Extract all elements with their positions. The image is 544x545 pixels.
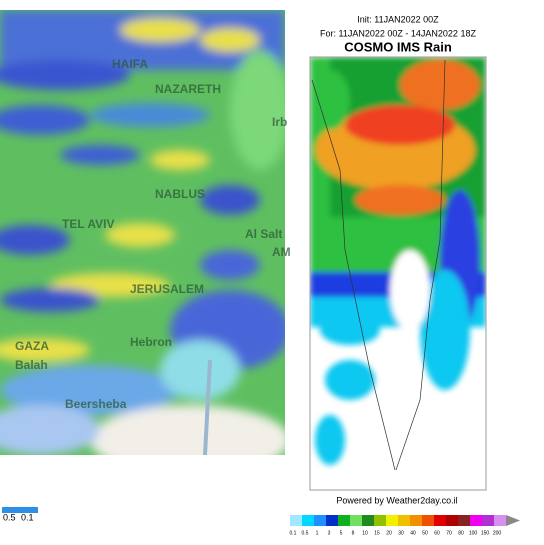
colorbar-label: 100	[469, 530, 478, 536]
left-map	[0, 10, 285, 455]
colorbar: 0.1 0.5 1 3 5 8 10 15 20 30 40 50 60 70 80 100 150 200	[290, 515, 520, 536]
legend-label: 0.5	[3, 512, 16, 522]
colorbar-label: 20	[386, 530, 392, 536]
legend-label: 0.1	[21, 512, 34, 522]
colorbar-swatch	[350, 515, 362, 526]
place-label: AM	[272, 245, 291, 259]
colorbar-swatch	[362, 515, 374, 526]
place-label: JERUSALEM	[130, 282, 204, 296]
place-label: Beersheba	[65, 397, 127, 411]
colorbar-swatch	[494, 515, 506, 526]
colorbar-label: 40	[410, 530, 416, 536]
place-label: Irb	[272, 115, 287, 129]
colorbar-swatch	[482, 515, 494, 526]
colorbar-swatch	[422, 515, 434, 526]
title: COSMO IMS Rain	[344, 39, 452, 54]
credit: Powered by Weather2day.co.il	[336, 495, 457, 505]
colorbar-swatch	[302, 515, 314, 526]
colorbar-label: 15	[374, 530, 380, 536]
colorbar-label: 5	[340, 530, 343, 536]
colorbar-label: 80	[458, 530, 464, 536]
colorbar-label: 70	[446, 530, 452, 536]
place-label: Balah	[15, 358, 48, 372]
place-label: Hebron	[130, 335, 172, 349]
colorbar-label: 3	[328, 530, 331, 536]
colorbar-swatch	[458, 515, 470, 526]
legend-bar	[2, 507, 38, 513]
colorbar-label: 30	[398, 530, 404, 536]
place-labels: HAIFA NAZARETH Irb NABLUS TEL AVIV Al Salt AM J…	[15, 57, 291, 411]
place-label: NAZARETH	[155, 82, 221, 96]
colorbar-label: 0.1	[290, 530, 297, 536]
colorbar-swatch	[398, 515, 410, 526]
colorbar-label: 50	[422, 530, 428, 536]
colorbar-arrow	[506, 515, 520, 526]
colorbar-swatch	[314, 515, 326, 526]
colorbar-swatch	[434, 515, 446, 526]
colorbar-swatch	[446, 515, 458, 526]
colorbar-swatch	[410, 515, 422, 526]
colorbar-swatch	[386, 515, 398, 526]
colorbar-swatch	[326, 515, 338, 526]
colorbar-label: 0.5	[302, 530, 309, 536]
colorbar-swatch	[470, 515, 482, 526]
colorbar-label: 200	[493, 530, 502, 536]
colorbar-label: 8	[352, 530, 355, 536]
place-label: NABLUS	[155, 187, 205, 201]
place-label: HAIFA	[112, 57, 148, 71]
colorbar-label: 150	[481, 530, 490, 536]
place-label: GAZA	[15, 339, 49, 353]
colorbar-swatch	[374, 515, 386, 526]
init: Init: 11JAN2022 00Z	[357, 14, 439, 24]
colorbar-swatch	[290, 515, 302, 526]
colorbar-label: 10	[362, 530, 368, 536]
map-frame	[309, 56, 487, 491]
place-label: Al Salt	[245, 227, 282, 241]
place-label: TEL AVIV	[62, 217, 114, 231]
colorbar-swatch	[338, 515, 350, 526]
colorbar-label: 1	[316, 530, 319, 536]
right-map	[310, 57, 486, 490]
period: For: 11JAN2022 00Z - 14JAN2022 18Z	[320, 28, 476, 38]
colorbar-label: 60	[434, 530, 440, 536]
